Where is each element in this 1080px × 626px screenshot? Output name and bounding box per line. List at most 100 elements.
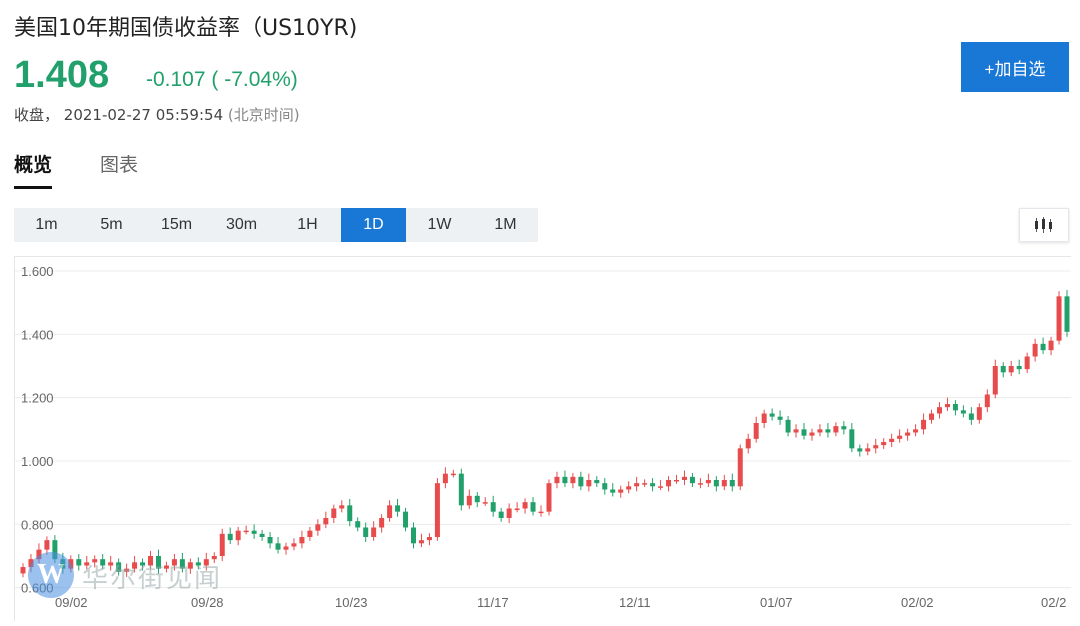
tab-overview[interactable]: 概览 (14, 150, 53, 189)
candle (307, 526, 313, 541)
candle (267, 531, 273, 549)
candle (44, 536, 50, 555)
candle (761, 409, 767, 429)
interval-1w[interactable]: 1W (427, 216, 452, 233)
candle (984, 389, 990, 413)
candle (403, 507, 409, 532)
candle (235, 526, 241, 546)
y-tick-label: 1.400 (21, 327, 54, 342)
market-status: 收盘， 2021-02-27 05:59:54 (北京时间) (14, 104, 300, 125)
candle (1032, 338, 1038, 362)
candle (323, 511, 329, 529)
candle (642, 479, 648, 487)
candle (84, 556, 90, 570)
candle (506, 503, 512, 524)
x-tick-label: 02/02 (901, 595, 934, 610)
candle (243, 525, 249, 535)
candle (466, 489, 472, 510)
candle (753, 416, 759, 443)
candle (960, 405, 966, 418)
interval-1m[interactable]: 1m (35, 216, 58, 233)
interval-1h[interactable]: 1H (297, 216, 318, 233)
status-timezone: (北京时间) (227, 106, 300, 124)
price-change: -0.107 ( -7.04%) (146, 68, 298, 91)
x-tick-label: 02/2 (1041, 595, 1066, 610)
candle (140, 558, 146, 571)
x-tick-label: 09/28 (191, 595, 224, 610)
candle (921, 413, 927, 435)
candle (817, 424, 823, 437)
candle (211, 552, 217, 563)
candle (729, 473, 735, 492)
interval-1d[interactable]: 1D (341, 208, 406, 242)
chart-type-button[interactable] (1019, 208, 1069, 242)
candle (594, 476, 600, 487)
candle (482, 497, 488, 506)
candle (578, 471, 584, 491)
candle (562, 470, 568, 487)
candle (785, 416, 791, 437)
candle (179, 552, 185, 573)
chart-canvas: 1.6001.4001.2001.0000.8000.60009/0209/28… (15, 264, 1071, 610)
candle (689, 473, 695, 487)
interval-selector: 1m 5m 15m 30m 1H 1D 1W 1M (14, 208, 538, 242)
interval-1mo[interactable]: 1M (494, 216, 517, 233)
candle (1064, 290, 1070, 337)
candle (801, 423, 807, 440)
candle (283, 542, 289, 555)
candlestick-chart[interactable]: 1.6001.4001.2001.0000.8000.60009/0209/28… (14, 256, 1071, 621)
candle (291, 538, 297, 551)
candle (841, 421, 847, 435)
candle (1016, 359, 1022, 375)
candle (849, 423, 855, 453)
candle (442, 467, 448, 489)
candle (554, 471, 560, 489)
status-time: 2021-02-27 05:59:54 (63, 106, 224, 124)
candle (825, 423, 831, 438)
candle (187, 558, 193, 574)
candle (673, 474, 679, 484)
candle (155, 549, 161, 574)
interval-15m[interactable]: 15m (160, 216, 193, 233)
watermark-logo: W (28, 552, 74, 598)
candle (777, 410, 783, 425)
candle (952, 400, 958, 416)
interval-30m[interactable]: 30m (225, 216, 258, 233)
status-label: 收盘， (14, 106, 60, 124)
interval-5m[interactable]: 5m (100, 216, 123, 233)
tab-chart[interactable]: 图表 (100, 154, 139, 176)
candle (251, 524, 257, 539)
candle (1024, 352, 1030, 373)
candle (20, 563, 26, 578)
candle (897, 429, 903, 443)
candle (745, 433, 751, 454)
candle (315, 519, 321, 536)
candle (586, 473, 592, 492)
candle (450, 469, 456, 478)
y-tick-label: 1.000 (21, 454, 54, 469)
watermark-text: 华尔街见闻 (82, 564, 223, 594)
candle (809, 428, 815, 441)
candle (610, 483, 616, 497)
candle (570, 473, 576, 489)
candle (355, 517, 361, 532)
candlestick-icon (1035, 217, 1052, 233)
candle (944, 397, 950, 411)
candle (275, 537, 281, 554)
candle (666, 476, 672, 492)
x-tick-label: 11/17 (477, 595, 509, 610)
candle (299, 530, 305, 549)
candle (530, 497, 536, 516)
candle (219, 528, 225, 562)
candle (538, 505, 544, 517)
candle (259, 530, 265, 541)
candle (546, 479, 552, 516)
candle (992, 359, 998, 399)
current-price: 1.408 (14, 54, 110, 96)
candle (458, 468, 464, 511)
add-to-watchlist-button[interactable]: +加自选 (961, 42, 1069, 92)
candle (514, 502, 520, 513)
candle (681, 470, 687, 486)
candle (1048, 336, 1054, 356)
page-title: 美国10年期国债收益率（US10YR) (14, 16, 358, 41)
